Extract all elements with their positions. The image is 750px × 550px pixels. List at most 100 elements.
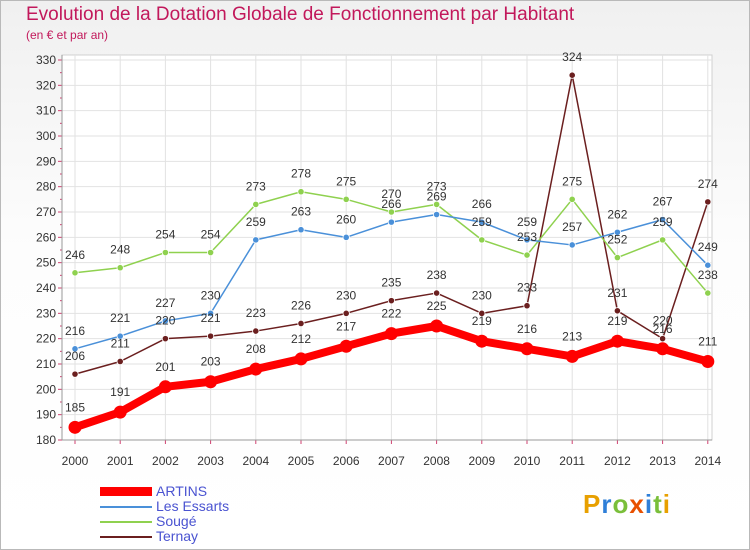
data-point-soug- (613, 254, 622, 262)
data-point-artins (565, 349, 579, 363)
x-tick-label: 2002 (152, 454, 179, 468)
x-tick-label: 2011 (559, 454, 585, 468)
x-tick-label: 2012 (604, 454, 631, 468)
data-point-soug- (252, 200, 260, 208)
data-label-soug-: 254 (155, 228, 175, 242)
data-label-artins: 185 (65, 400, 85, 414)
data-point-artins (430, 319, 444, 333)
x-tick-label: 2003 (197, 454, 224, 468)
x-tick-label: 2005 (288, 454, 315, 468)
data-point-soug- (432, 200, 441, 208)
data-label-ternay: 235 (381, 276, 401, 290)
data-point-artins (204, 375, 218, 389)
data-label-soug-: 246 (65, 248, 85, 262)
legend-swatch-ternay (100, 536, 152, 538)
x-tick-label: 2008 (423, 454, 450, 468)
data-label-ternay: 220 (653, 314, 673, 328)
logo-letter: i (644, 489, 654, 519)
data-label-artins: 208 (246, 342, 266, 356)
data-label-ternay: 274 (698, 177, 718, 191)
data-label-les-essarts: 249 (698, 240, 718, 254)
data-label-ternay: 223 (246, 306, 266, 320)
data-point-ternay (71, 370, 79, 378)
data-point-les-essarts (387, 218, 395, 226)
data-label-artins: 191 (110, 385, 130, 399)
data-point-ternay (161, 335, 169, 343)
data-label-artins: 225 (427, 299, 447, 313)
legend-label-artins: ARTINS (156, 483, 208, 499)
data-label-soug-: 259 (472, 215, 492, 229)
data-point-les-essarts (523, 236, 531, 244)
data-point-artins (475, 334, 489, 348)
x-tick-label: 2014 (694, 454, 721, 468)
data-point-ternay (297, 319, 305, 328)
data-point-les-essarts (297, 226, 305, 234)
data-label-les-essarts: 216 (65, 324, 85, 338)
legend-label-les-essarts: Les Essarts (156, 498, 230, 514)
x-tick-label: 2013 (649, 454, 676, 468)
data-label-artins: 222 (381, 307, 401, 321)
data-point-soug- (161, 248, 169, 257)
data-point-soug- (704, 289, 712, 297)
data-point-artins (520, 342, 534, 356)
y-tick-label: 300 (36, 129, 56, 143)
y-tick-label: 260 (36, 230, 56, 244)
data-label-ternay: 230 (472, 288, 492, 302)
data-point-ternay (478, 309, 486, 317)
data-label-artins: 212 (291, 332, 311, 346)
data-point-ternay (207, 332, 215, 340)
data-label-les-essarts: 257 (562, 220, 582, 234)
y-tick-label: 270 (36, 205, 56, 219)
data-label-les-essarts: 269 (427, 190, 447, 204)
data-point-ternay (704, 198, 712, 206)
data-label-ternay: 226 (291, 298, 311, 312)
x-tick-label: 2001 (107, 454, 134, 468)
y-tick-label: 320 (36, 78, 56, 92)
data-point-les-essarts (478, 218, 486, 226)
y-tick-label: 210 (36, 357, 56, 371)
data-point-artins (294, 352, 308, 366)
x-tick-label: 2006 (333, 454, 360, 468)
logo-letter: P (583, 489, 602, 519)
data-label-les-essarts: 260 (336, 212, 356, 226)
legend-swatch-les-essarts (100, 506, 152, 508)
x-tick-label: 2007 (378, 454, 405, 468)
data-point-artins (610, 334, 624, 348)
data-label-les-essarts: 263 (291, 205, 311, 219)
data-label-soug-: 273 (427, 179, 447, 193)
data-point-ternay (613, 307, 622, 315)
data-label-artins: 211 (698, 334, 717, 348)
data-point-soug- (71, 269, 79, 277)
data-label-artins: 216 (653, 322, 673, 336)
y-tick-label: 290 (36, 154, 56, 168)
y-tick-label: 250 (36, 256, 56, 270)
data-point-les-essarts (704, 261, 712, 269)
data-point-ternay (658, 335, 667, 343)
data-point-soug- (568, 195, 576, 203)
data-label-artins: 219 (472, 314, 492, 328)
data-point-les-essarts (252, 236, 260, 244)
data-label-les-essarts: 266 (472, 197, 492, 211)
data-point-les-essarts (161, 317, 169, 325)
data-label-soug-: 238 (698, 268, 718, 282)
y-tick-label: 230 (36, 306, 56, 320)
data-point-les-essarts (207, 309, 215, 317)
y-tick-label: 180 (36, 433, 56, 447)
y-tick-label: 280 (36, 180, 56, 194)
legend-swatch-artins (100, 487, 152, 496)
data-label-artins: 201 (155, 360, 175, 374)
data-point-les-essarts (342, 233, 350, 241)
legend-label-souge: Sougé (156, 513, 197, 529)
data-label-ternay: 206 (65, 349, 85, 363)
data-point-les-essarts (71, 345, 79, 353)
data-point-ternay (523, 302, 531, 310)
data-label-ternay: 230 (336, 288, 356, 302)
data-label-ternay: 233 (517, 281, 537, 295)
data-label-artins: 219 (607, 314, 627, 328)
data-point-soug- (297, 188, 305, 196)
data-point-ternay (387, 297, 395, 305)
y-tick-label: 220 (36, 332, 56, 346)
data-label-les-essarts: 262 (607, 207, 627, 221)
data-point-ternay (568, 71, 576, 79)
